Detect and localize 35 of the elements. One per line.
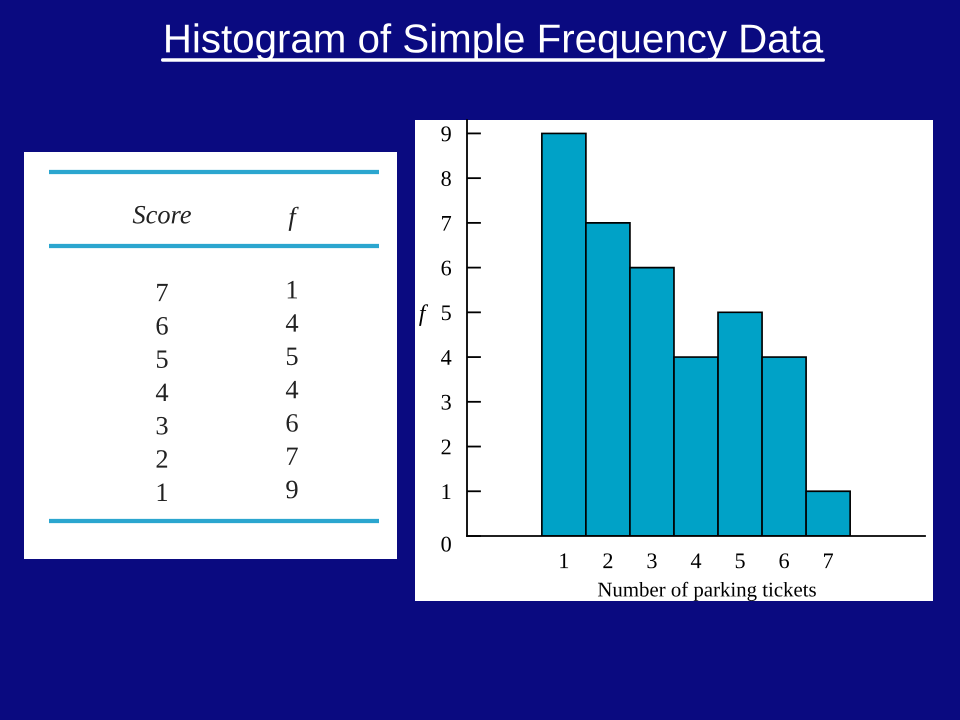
data-label: 5: [286, 348, 298, 366]
y-tick-label: 7: [442, 216, 452, 231]
y-tick-label: 3: [156, 416, 168, 435]
y-tick-label: 1: [158, 484, 168, 501]
chart-title: Histogram of Simple Frequency Data: [166, 23, 824, 61]
data-label: 1: [288, 280, 298, 298]
x-tick-label: 4: [690, 553, 702, 568]
y-tick-label: 3: [442, 394, 451, 410]
y-tick-label: 4: [156, 384, 168, 402]
data-label: 4: [286, 380, 298, 398]
y-tick-label: 6: [156, 316, 168, 335]
x-tick-label: 6: [779, 553, 789, 568]
y-tick-label: 9: [441, 126, 451, 142]
x-tick-label: 5: [736, 554, 745, 568]
y-tick-label: 6: [442, 260, 452, 276]
y-tick-label: 7: [157, 284, 168, 302]
x-tick-label: 1: [560, 553, 568, 568]
x-tick-label: 7: [824, 554, 834, 568]
y-tick-label: 2: [156, 450, 168, 468]
x-tick-label: 2: [603, 553, 612, 568]
y-axis-title: f: [419, 304, 428, 326]
y-tick-label: 8: [441, 171, 451, 186]
data-label: 9: [286, 480, 298, 498]
data-label: 4: [286, 314, 298, 332]
y-tick-label: 1: [442, 484, 450, 499]
y-tick-label: 5: [442, 306, 451, 320]
data-label: 7: [287, 448, 298, 465]
y-tick-label: 2: [442, 440, 450, 454]
x-axis-title: Number of parking tickets: [598, 582, 816, 601]
y-tick-label: 0: [441, 536, 451, 552]
x-tick-label: 3: [647, 553, 657, 568]
y-axis-title: Score: [132, 206, 191, 224]
y-tick-label: 5: [156, 350, 168, 368]
data-label: 6: [286, 414, 298, 432]
y-tick-label: 4: [441, 350, 452, 365]
